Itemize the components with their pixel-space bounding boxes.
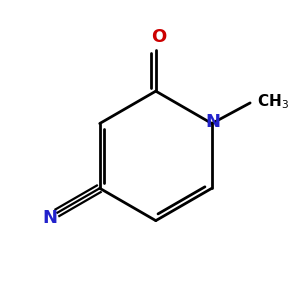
Text: O: O [151, 28, 166, 46]
Text: N: N [42, 209, 57, 227]
Text: CH$_3$: CH$_3$ [257, 92, 290, 111]
Text: N: N [206, 113, 221, 131]
